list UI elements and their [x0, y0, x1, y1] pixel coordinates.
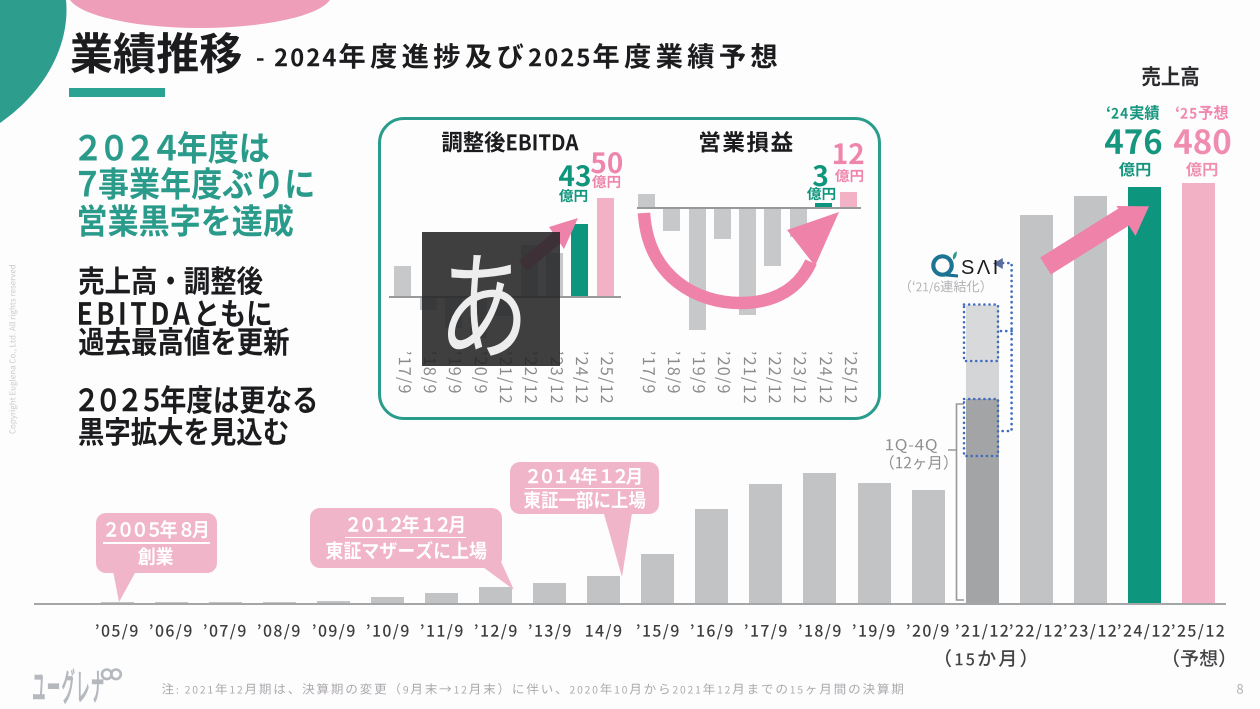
svg-text:SΛI: SΛI [961, 257, 1001, 279]
